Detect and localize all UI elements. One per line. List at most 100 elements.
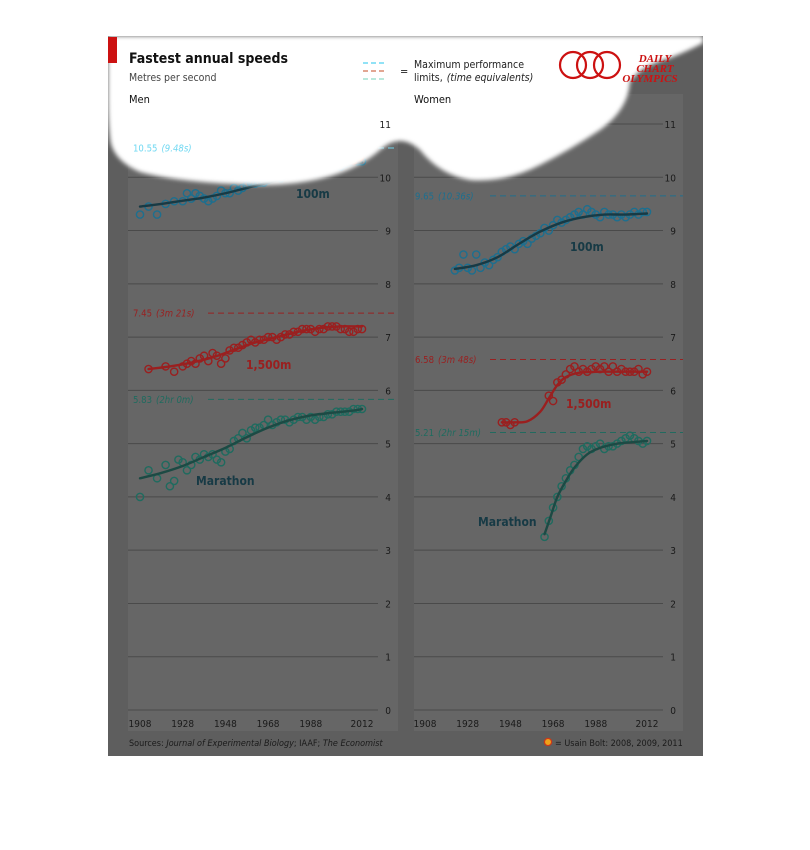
data-point	[638, 439, 648, 448]
x-tick-label: 1928	[171, 719, 194, 730]
trend-line	[147, 325, 364, 371]
y-tick-label: 1	[670, 653, 676, 664]
limit-label: 10.55 (9.48s)	[133, 143, 192, 154]
y-tick-label: 8	[385, 280, 391, 291]
data-point	[557, 375, 566, 385]
title-accent-bar	[108, 37, 117, 63]
x-tick-label: 2012	[351, 719, 374, 730]
data-point	[642, 207, 652, 217]
data-point	[161, 460, 170, 470]
data-point	[178, 362, 187, 371]
series-label: 100m	[570, 240, 604, 254]
limit-label: 7.45 (3m 21s)	[133, 309, 195, 320]
y-tick-label: 11	[665, 120, 676, 131]
limit-label: 9.65 (10.36s)	[415, 191, 474, 202]
trend-line	[543, 439, 649, 536]
trend-line	[453, 212, 649, 271]
panel-title-men: Men	[129, 93, 150, 106]
data-point	[250, 423, 260, 432]
series-label: 1,500m	[246, 358, 291, 372]
data-point	[608, 362, 618, 371]
limit-label: 6.58 (3m 48s)	[415, 355, 477, 366]
data-point	[450, 266, 460, 275]
y-tick-label: 1	[385, 653, 391, 664]
sources-note: Sources: Journal of Experimental Biology…	[129, 739, 383, 749]
data-point	[617, 436, 626, 446]
y-tick-label: 6	[385, 386, 391, 397]
data-layer	[135, 149, 652, 542]
data-point	[518, 236, 528, 246]
panel-women	[414, 94, 683, 731]
data-point	[169, 476, 179, 486]
x-tick-label: 1988	[584, 719, 607, 730]
series-label: Marathon	[478, 515, 537, 529]
y-tick-label: 6	[670, 386, 676, 397]
data-point	[471, 250, 481, 259]
y-tick-label: 4	[385, 493, 391, 504]
data-point	[182, 188, 192, 198]
data-point	[574, 452, 583, 462]
data-point	[582, 204, 592, 214]
data-point	[570, 362, 579, 371]
x-tick-label: 1988	[299, 719, 322, 730]
y-tick-label: 2	[385, 599, 391, 610]
data-point	[238, 428, 247, 438]
data-point	[625, 431, 635, 440]
olympic-rings-logo	[558, 50, 622, 80]
data-point	[152, 210, 162, 219]
data-point	[310, 415, 320, 424]
panel-title-women: Women	[414, 93, 451, 106]
data-point	[514, 239, 524, 249]
data-point	[195, 191, 205, 201]
data-point	[595, 212, 605, 222]
data-point	[169, 367, 179, 377]
y-tick-label: 11	[380, 120, 391, 131]
x-tick-label: 1948	[499, 719, 522, 730]
data-point	[135, 492, 145, 502]
trend-line	[500, 370, 649, 424]
series-label: Marathon	[196, 474, 255, 488]
limit-label: 5.21 (2hr 15m)	[415, 428, 481, 439]
y-tick-label: 9	[385, 227, 391, 238]
data-point	[165, 481, 175, 491]
data-point	[459, 250, 468, 259]
data-point	[574, 207, 583, 217]
data-point	[191, 188, 200, 198]
data-point	[216, 457, 226, 467]
y-tick-label: 10	[380, 173, 392, 184]
x-tick-label: 2012	[636, 719, 659, 730]
data-point	[174, 455, 183, 464]
data-point	[565, 364, 575, 374]
data-point	[182, 465, 192, 475]
x-tick-label: 1908	[129, 719, 152, 730]
bolt-legend-label: = Usain Bolt: 2008, 2009, 2011	[555, 739, 683, 749]
data-point	[135, 210, 145, 219]
data-point	[144, 465, 153, 475]
y-tick-label: 7	[385, 333, 391, 344]
data-point	[263, 415, 273, 424]
legend-equals: =	[400, 65, 408, 78]
bolt-legend-marker	[543, 737, 553, 747]
y-tick-label: 5	[670, 440, 676, 451]
data-point	[349, 327, 358, 337]
limit-label: 5.83 (2hr 0m)	[133, 395, 194, 406]
data-point	[600, 362, 609, 371]
data-point	[493, 252, 502, 262]
legend-text-line1: Maximum performance	[414, 59, 524, 71]
data-point	[582, 441, 592, 451]
x-tick-label: 1968	[542, 719, 565, 730]
data-point	[553, 492, 562, 502]
data-point	[578, 444, 588, 454]
data-point	[523, 239, 532, 249]
x-tick-label: 1928	[456, 719, 479, 730]
data-point	[548, 396, 558, 406]
series-label: 100m	[296, 187, 330, 201]
legend-text-line2: limits, (time equivalents)	[414, 72, 533, 84]
data-point	[629, 207, 639, 217]
data-point	[344, 327, 354, 337]
x-tick-label: 1968	[257, 719, 280, 730]
logo-text-olympics: OLYMPICS	[622, 73, 677, 85]
data-point	[212, 455, 222, 464]
